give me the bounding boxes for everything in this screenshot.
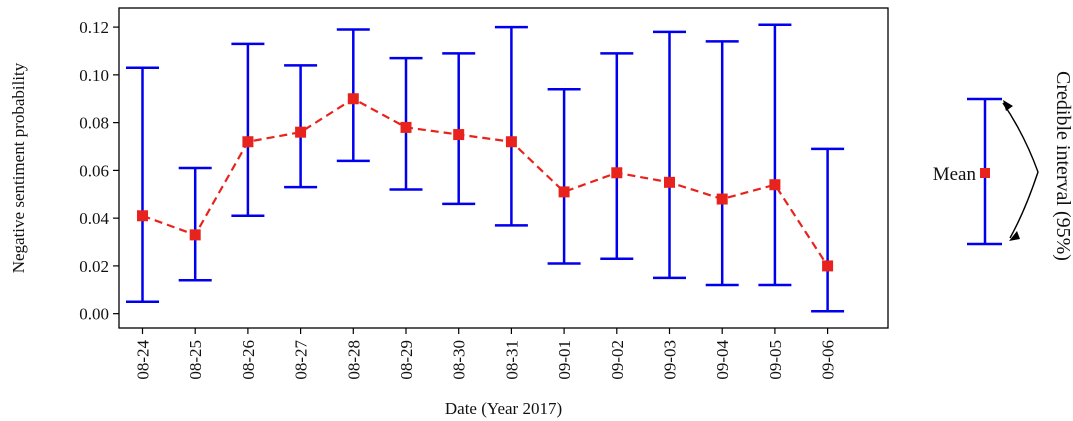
x-tick-label: 09-05 (766, 340, 785, 380)
legend: Mean Credible interval (95%) (933, 71, 1073, 261)
legend-mean-marker (980, 168, 990, 178)
mean-marker-08-25 (189, 229, 201, 241)
legend-arrow-top (1003, 100, 1013, 111)
mean-marker-09-02 (611, 167, 623, 179)
x-tick-label: 08-24 (134, 340, 153, 380)
mean-marker-08-26 (242, 136, 254, 148)
y-tick-label: 0.02 (79, 257, 109, 276)
x-tick-label: 09-03 (661, 340, 680, 380)
mean-marker-09-05 (769, 179, 781, 191)
y-axis: 0.00 0.02 0.04 0.06 0.08 0.10 0.12 (79, 18, 119, 324)
legend-arrow-bottom (1009, 231, 1020, 241)
x-tick-label: 08-27 (292, 340, 311, 380)
mean-marker-08-30 (453, 129, 465, 141)
y-axis-label: Negative sentiment probability (9, 62, 28, 273)
mean-marker-08-24 (137, 210, 148, 222)
mean-marker-08-27 (295, 126, 307, 138)
y-tick-label: 0.10 (79, 66, 109, 85)
x-tick-label: 08-31 (502, 340, 521, 380)
mean-markers (137, 93, 834, 272)
mean-marker-08-29 (400, 121, 412, 133)
y-tick-label: 0.00 (79, 305, 109, 324)
x-tick-label: 09-01 (555, 340, 574, 380)
x-tick-label: 08-29 (397, 340, 416, 380)
y-tick-label: 0.04 (79, 209, 109, 228)
x-tick-label: 09-02 (608, 340, 627, 380)
x-tick-label: 08-28 (344, 340, 363, 380)
mean-marker-09-01 (558, 186, 570, 198)
y-tick-label: 0.08 (79, 114, 109, 133)
x-tick-label: 09-06 (819, 340, 838, 380)
legend-interval-label: Credible interval (95%) (1052, 71, 1073, 261)
legend-brace (1002, 102, 1039, 239)
mean-marker-09-03 (664, 176, 675, 188)
y-tick-label: 0.06 (79, 161, 109, 180)
x-axis-label: Date (Year 2017) (445, 399, 562, 418)
x-tick-label: 09-04 (713, 340, 732, 380)
x-tick-label: 08-26 (239, 340, 258, 380)
mean-marker-08-28 (347, 93, 359, 105)
x-axis: 08-24 08-25 08-26 08-27 08-28 08-29 08-30 08-31… (134, 328, 838, 380)
plot-frame (118, 7, 889, 329)
mean-line (142, 97, 829, 267)
legend-mean-label: Mean (933, 164, 977, 185)
mean-marker-09-04 (716, 193, 728, 205)
y-tick-label: 0.12 (79, 18, 109, 37)
x-tick-label: 08-30 (450, 340, 469, 380)
mean-marker-08-31 (505, 136, 517, 148)
x-tick-label: 08-25 (186, 340, 205, 380)
mean-marker-09-06 (822, 260, 834, 272)
